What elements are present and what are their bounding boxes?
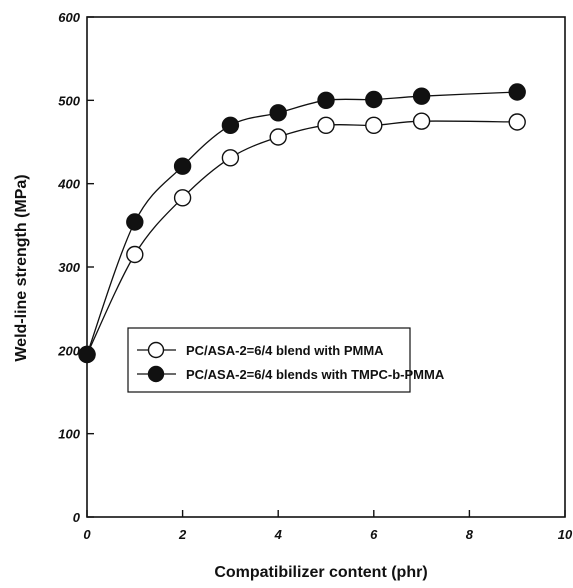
series-0-point-4 bbox=[269, 128, 287, 146]
x-axis-title: Compatibilizer content (phr) bbox=[214, 564, 427, 581]
y-axis: 0 100 200 300 400 500 600 bbox=[57, 10, 94, 525]
x-tick-label-1: 2 bbox=[178, 527, 187, 542]
y-axis-title: Weld-line strength (MPa) bbox=[13, 174, 30, 361]
series-1-point-2 bbox=[173, 157, 192, 175]
x-tick-label-4: 8 bbox=[466, 527, 474, 542]
x-tick-label-5: 10 bbox=[558, 527, 573, 542]
series-1-point-1 bbox=[126, 213, 144, 231]
series-0-point-7 bbox=[412, 112, 431, 130]
y-tick-label-4: 400 bbox=[57, 177, 80, 192]
y-tick-label-1: 100 bbox=[58, 427, 80, 442]
series-line-0 bbox=[86, 120, 518, 355]
y-tick-label-6: 600 bbox=[58, 10, 80, 25]
y-tick-label-0: 0 bbox=[73, 510, 81, 525]
x-tick-label-0: 0 bbox=[83, 527, 91, 542]
legend: PC/ASA-2=6/4 blend with PMMA PC/ASA-2=6/… bbox=[127, 327, 445, 393]
series-1-point-8 bbox=[508, 83, 526, 101]
legend-label-0: PC/ASA-2=6/4 blend with PMMA bbox=[186, 343, 384, 358]
x-axis: 0 2 4 6 8 10 bbox=[83, 510, 573, 542]
legend-label-1: PC/ASA-2=6/4 blends with TMPC-b-PMMA bbox=[186, 367, 445, 382]
series-0-point-2 bbox=[173, 189, 192, 207]
series-1-point-0 bbox=[78, 345, 96, 364]
series-1-point-5 bbox=[317, 91, 335, 110]
legend-box bbox=[127, 327, 411, 393]
y-tick-label-3: 300 bbox=[58, 260, 80, 275]
series-line-1 bbox=[86, 91, 518, 355]
y-tick-label-5: 500 bbox=[58, 93, 80, 108]
y-tick-label-2: 200 bbox=[57, 343, 80, 358]
series-0-point-1 bbox=[126, 245, 144, 264]
legend-marker-1 bbox=[147, 365, 165, 383]
series-layer bbox=[78, 83, 526, 364]
series-1-point-3 bbox=[221, 116, 240, 135]
x-tick-label-3: 6 bbox=[370, 527, 378, 542]
series-1-point-4 bbox=[269, 104, 287, 122]
series-0-point-3 bbox=[221, 149, 240, 167]
series-1-point-7 bbox=[412, 87, 431, 105]
legend-marker-0 bbox=[147, 341, 165, 359]
x-tick-label-2: 4 bbox=[274, 527, 283, 542]
series-0-point-5 bbox=[317, 116, 335, 135]
series-0-point-8 bbox=[508, 113, 526, 131]
series-1-point-6 bbox=[365, 90, 383, 109]
series-0-point-6 bbox=[365, 116, 383, 135]
